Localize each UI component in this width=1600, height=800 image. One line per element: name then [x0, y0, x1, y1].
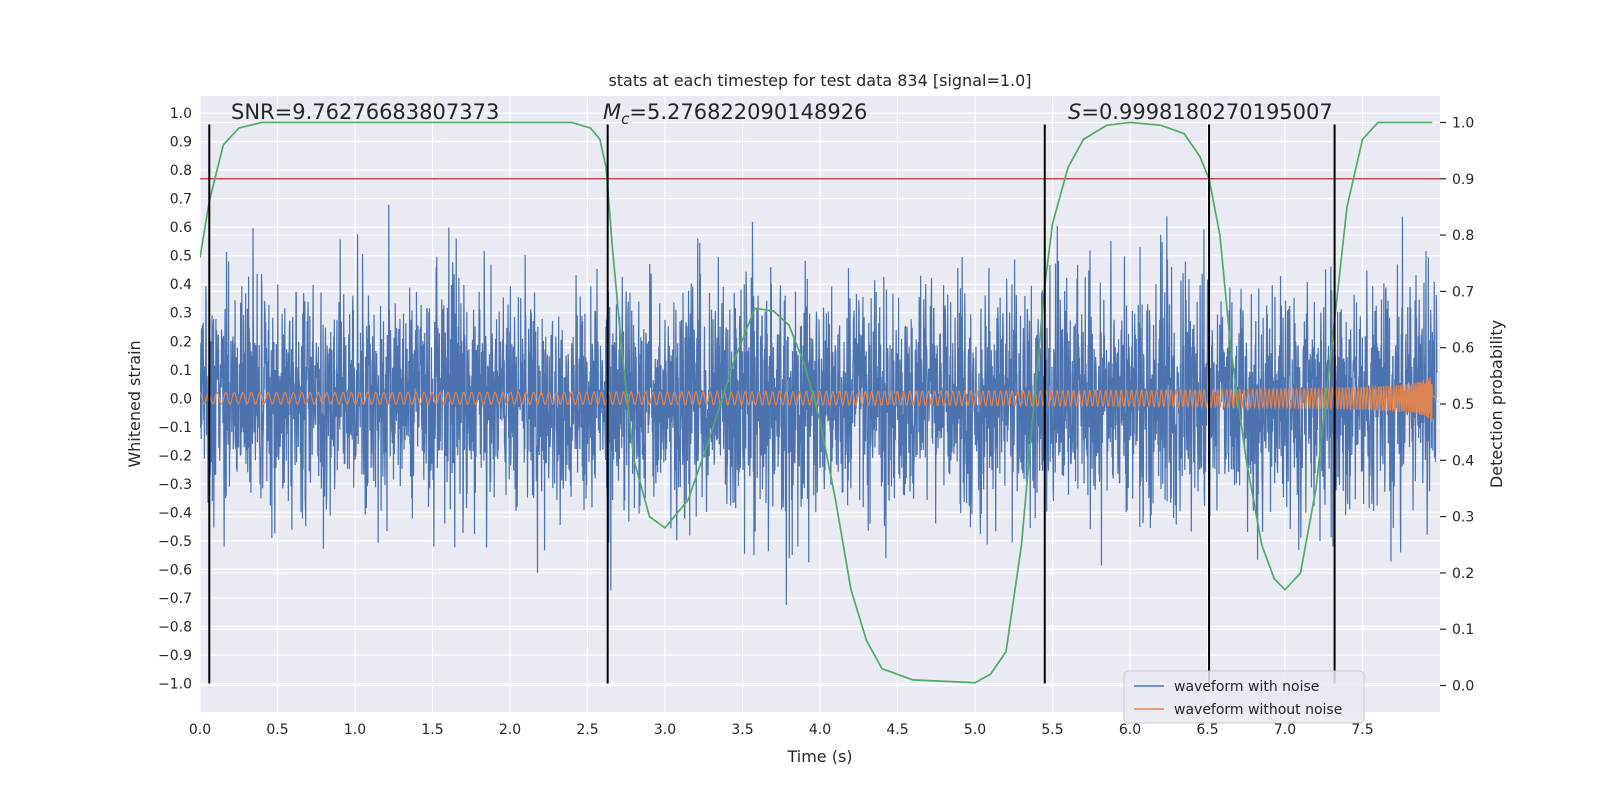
series-detection-probability — [200, 121, 1433, 684]
y2-tick-label: 0.8 — [1452, 228, 1474, 244]
y-ticks: −1.0 −0.9 −0.8 −0.7 −0.6 −0.5 −0.4 −0.3 −0.2 −0.1… — [158, 106, 192, 692]
series-waveform-with-noise — [200, 204, 1438, 606]
y2-tick-label: 1.0 — [1452, 115, 1474, 131]
y-tick-label: 0.9 — [170, 135, 192, 151]
x-axis-label: Time (s) — [786, 747, 852, 766]
legend-box — [1123, 670, 1365, 724]
y2-tick-label: 0.2 — [1452, 566, 1474, 582]
y2-tick-label: 0.1 — [1452, 622, 1474, 638]
y-tick-label: 0.4 — [170, 277, 192, 293]
y-tick-label: 0.0 — [170, 391, 192, 407]
y-tick-label: −0.7 — [158, 591, 192, 607]
y2-tick-label: 0.5 — [1452, 397, 1474, 413]
y-tick-label: 0.8 — [170, 163, 192, 179]
annotation-s-value: =0.9998180270195007 — [1081, 100, 1332, 124]
x-tick-label: 4.0 — [809, 722, 831, 738]
x-tick-label: 1.5 — [421, 722, 443, 738]
x-ticks: 0.0 0.5 1.0 1.5 2.0 2.5 3.0 3.5 4.0 4.5 5.0 5.5 6.0 6… — [189, 722, 1374, 738]
annotation-chirp-mass: Mc=5.276822090148926 — [603, 100, 867, 128]
y-tick-label: 0.5 — [170, 249, 192, 265]
x-tick-label: 3.0 — [654, 722, 676, 738]
y-tick-label: −0.4 — [158, 505, 192, 521]
x-tick-label: 7.0 — [1274, 722, 1296, 738]
y2-tick-label: 0.0 — [1452, 679, 1474, 695]
annotation-s: S=0.9998180270195007 — [1068, 100, 1333, 124]
y-tick-label: 0.1 — [170, 363, 192, 379]
x-tick-label: 4.5 — [886, 722, 908, 738]
y-tick-label: −0.3 — [158, 477, 192, 493]
y2-tick-label: 0.3 — [1452, 510, 1474, 526]
y2-tick-label: 0.9 — [1452, 172, 1474, 188]
y-tick-label: 0.2 — [170, 334, 192, 350]
y-tick-label: 0.6 — [170, 220, 192, 236]
annotation-mc-value: =5.276822090148926 — [629, 100, 867, 124]
y-tick-label: 0.3 — [170, 306, 192, 322]
legend-label-clean: waveform without noise — [1174, 702, 1342, 718]
y-tick-label: 1.0 — [170, 106, 192, 122]
y2-ticks: 0.0 0.1 0.2 0.3 0.4 0.5 0.6 0.7 0.8 0.9 1.0 — [1440, 115, 1474, 695]
annotation-mc-subscript: c — [621, 110, 630, 128]
legend: waveform with noise waveform without noi… — [1123, 670, 1365, 724]
vlines — [208, 124, 1336, 684]
y-axis-label: Whitened strain — [125, 340, 144, 467]
y-tick-label: −0.2 — [158, 448, 192, 464]
x-tick-label: 3.5 — [731, 722, 753, 738]
chart-title: stats at each timestep for test data 834… — [608, 71, 1031, 90]
annotation-mc-symbol: M — [603, 100, 621, 124]
x-tick-label: 5.5 — [1041, 722, 1063, 738]
x-tick-label: 6.5 — [1196, 722, 1218, 738]
x-tick-label: 5.0 — [964, 722, 986, 738]
x-tick-label: 7.5 — [1351, 722, 1373, 738]
y2-tick-label: 0.6 — [1452, 341, 1474, 357]
y2-tick-label: 0.7 — [1452, 284, 1474, 300]
y2-axis-label: Detection probability — [1487, 320, 1506, 488]
plot-area — [200, 121, 1440, 684]
x-tick-label: 6.0 — [1119, 722, 1141, 738]
series-waveform-without-noise — [200, 377, 1438, 423]
x-tick-label: 2.0 — [499, 722, 521, 738]
y-tick-label: −0.1 — [158, 420, 192, 436]
annotation-snr: SNR=9.76276683807373 — [231, 100, 499, 124]
x-tick-label: 0.0 — [189, 722, 211, 738]
y-tick-label: −0.8 — [158, 619, 192, 635]
y-tick-label: −1.0 — [158, 676, 192, 692]
y2-tick-label: 0.4 — [1452, 453, 1474, 469]
legend-label-noise: waveform with noise — [1174, 679, 1319, 695]
y-tick-label: −0.6 — [158, 562, 192, 578]
y-tick-label: −0.5 — [158, 534, 192, 550]
annotation-s-symbol: S — [1068, 100, 1081, 124]
y-tick-label: −0.9 — [158, 648, 192, 664]
y-tick-label: 0.7 — [170, 192, 192, 208]
x-tick-label: 0.5 — [266, 722, 288, 738]
x-tick-label: 2.5 — [576, 722, 598, 738]
x-tick-label: 1.0 — [344, 722, 366, 738]
